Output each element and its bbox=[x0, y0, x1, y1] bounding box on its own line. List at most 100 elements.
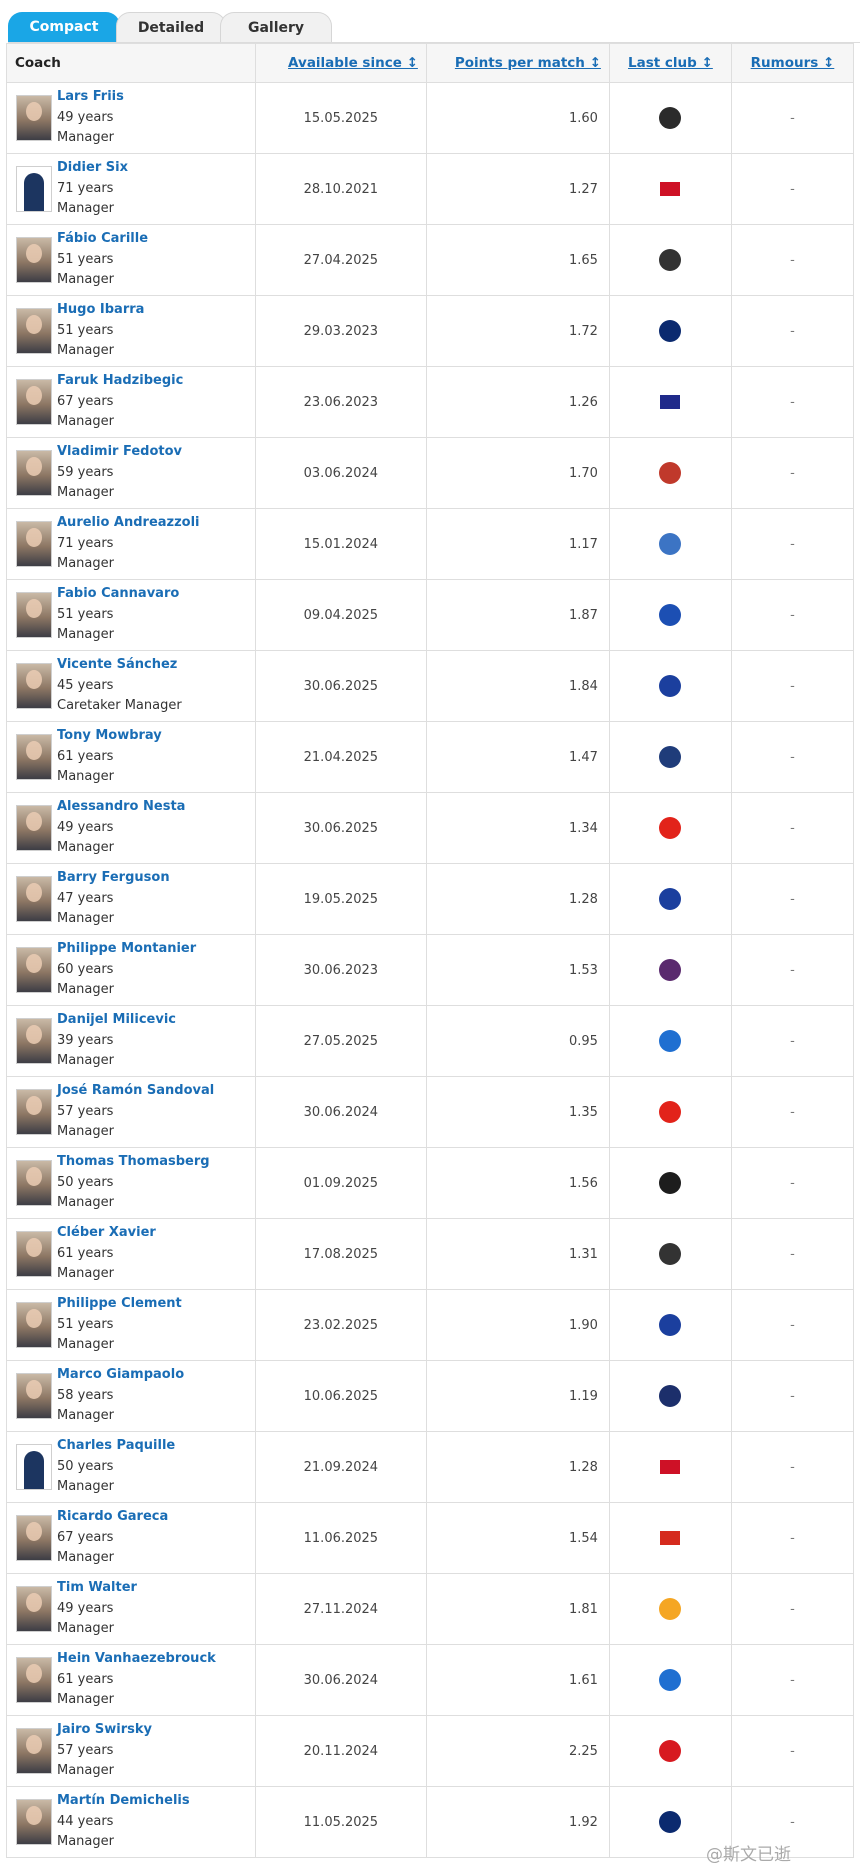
coach-name-link[interactable]: Aurelio Andreazzoli bbox=[57, 515, 200, 531]
avatar[interactable] bbox=[16, 1515, 52, 1561]
avatar[interactable] bbox=[16, 237, 52, 283]
tab-compact[interactable]: Compact bbox=[8, 12, 120, 42]
coach-name-link[interactable]: Danijel Milicevic bbox=[57, 1012, 176, 1028]
santos-crest-icon[interactable] bbox=[659, 1243, 682, 1265]
avatar[interactable] bbox=[16, 1444, 52, 1490]
avatar[interactable] bbox=[16, 95, 52, 141]
avatar[interactable] bbox=[16, 1728, 52, 1774]
coach-name-link[interactable]: Charles Paquille bbox=[57, 1438, 176, 1454]
coach-name-link[interactable]: Hein Vanhaezebrouck bbox=[57, 1651, 216, 1667]
avatar[interactable] bbox=[16, 1302, 52, 1348]
avatar[interactable] bbox=[16, 1018, 52, 1064]
coach-name-link[interactable]: Thomas Thomasberg bbox=[57, 1154, 210, 1170]
guinea-flag-icon[interactable] bbox=[660, 1460, 681, 1474]
tab-detailed[interactable]: Detailed bbox=[116, 12, 226, 42]
coach-name-link[interactable]: Marco Giampaolo bbox=[57, 1367, 185, 1383]
column-header-available-since[interactable]: Available since ↕ bbox=[254, 43, 427, 83]
coach-cell: Ricardo Gareca 67 years Manager bbox=[6, 1502, 256, 1574]
coach-name-link[interactable]: Vladimir Fedotov bbox=[57, 444, 183, 460]
table-row: Tim Walter 49 years Manager 27.11.2024 1.81 - bbox=[6, 1573, 855, 1645]
available-since-cell: 15.05.2025 bbox=[254, 82, 427, 154]
rumours-cell: - bbox=[730, 650, 855, 722]
internacional-crest-icon[interactable] bbox=[659, 1740, 682, 1762]
avatar[interactable] bbox=[16, 805, 52, 851]
monza-crest-icon[interactable] bbox=[659, 817, 682, 839]
avatar[interactable] bbox=[16, 663, 52, 709]
coach-role: Manager bbox=[57, 343, 114, 359]
empoli-crest-icon[interactable] bbox=[659, 533, 682, 555]
guinea-flag-icon[interactable] bbox=[660, 182, 681, 196]
avatar[interactable] bbox=[16, 1586, 52, 1632]
column-header-points-per-match[interactable]: Points per match ↕ bbox=[425, 43, 610, 83]
avatar[interactable] bbox=[16, 450, 52, 496]
toulouse-crest-icon[interactable] bbox=[659, 959, 682, 981]
avatar[interactable] bbox=[16, 1160, 52, 1206]
view-tabs: Compact Detailed Gallery bbox=[8, 12, 860, 43]
hull-crest-icon[interactable] bbox=[659, 1598, 682, 1620]
avatar[interactable] bbox=[16, 1799, 52, 1845]
midtjylland-crest-icon[interactable] bbox=[659, 1172, 682, 1194]
coach-name-link[interactable]: Philippe Montanier bbox=[57, 941, 197, 957]
table-row: Faruk Hadzibegic 67 years Manager 23.06.202… bbox=[6, 366, 855, 438]
coach-role: Manager bbox=[57, 485, 114, 501]
avatar[interactable] bbox=[16, 592, 52, 638]
coach-name-link[interactable]: Ricardo Gareca bbox=[57, 1509, 169, 1525]
points-per-match-cell: 1.27 bbox=[425, 153, 610, 225]
avatar[interactable] bbox=[16, 1373, 52, 1419]
cruz-azul-crest-icon[interactable] bbox=[659, 675, 682, 697]
table-row: Vladimir Fedotov 59 years Manager 03.06.202… bbox=[6, 437, 855, 509]
coach-name-link[interactable]: Martín Demichelis bbox=[57, 1793, 190, 1809]
sparta-crest-icon[interactable] bbox=[659, 107, 682, 129]
boca-crest-icon[interactable] bbox=[659, 320, 682, 342]
coach-name-link[interactable]: Alessandro Nesta bbox=[57, 799, 186, 815]
lecce-crest-icon[interactable] bbox=[659, 1385, 682, 1407]
coach-name-link[interactable]: Philippe Clement bbox=[57, 1296, 182, 1312]
coach-name-link[interactable]: José Ramón Sandoval bbox=[57, 1083, 215, 1099]
coach-name-link[interactable]: Didier Six bbox=[57, 160, 128, 176]
coach-name-link[interactable]: Fábio Carille bbox=[57, 231, 149, 247]
available-since-cell: 30.06.2025 bbox=[254, 650, 427, 722]
coach-name-link[interactable]: Fabio Cannavaro bbox=[57, 586, 180, 602]
monterrey-crest-icon[interactable] bbox=[659, 1811, 682, 1833]
west-brom-crest-icon[interactable] bbox=[659, 746, 682, 768]
column-header-rumours[interactable]: Rumours ↕ bbox=[730, 43, 855, 83]
avatar[interactable] bbox=[16, 876, 52, 922]
cska-crest-icon[interactable] bbox=[659, 462, 682, 484]
coach-name-link[interactable]: Lars Friis bbox=[57, 89, 124, 105]
available-since-cell: 11.06.2025 bbox=[254, 1502, 427, 1574]
coach-role: Manager bbox=[57, 982, 114, 998]
gent-crest-icon[interactable] bbox=[659, 1669, 682, 1691]
tab-gallery[interactable]: Gallery bbox=[220, 12, 332, 42]
column-header-last-club[interactable]: Last club ↕ bbox=[608, 43, 732, 83]
avatar[interactable] bbox=[16, 166, 52, 212]
avatar[interactable] bbox=[16, 521, 52, 567]
coach-cell: Hein Vanhaezebrouck 61 years Manager bbox=[6, 1644, 256, 1716]
coach-age: 47 years bbox=[57, 890, 114, 906]
coach-name-link[interactable]: Tim Walter bbox=[57, 1580, 137, 1596]
dinamo-zagreb-crest-icon[interactable] bbox=[659, 604, 682, 626]
coach-age: 44 years bbox=[57, 1813, 114, 1829]
coach-name-link[interactable]: Jairo Swirsky bbox=[57, 1722, 153, 1738]
coach-name-link[interactable]: Hugo Ibarra bbox=[57, 302, 145, 318]
available-since-cell: 20.11.2024 bbox=[254, 1715, 427, 1787]
avatar[interactable] bbox=[16, 947, 52, 993]
avatar[interactable] bbox=[16, 1231, 52, 1277]
rangers-crest-icon[interactable] bbox=[659, 1314, 682, 1336]
rangers-crest-icon[interactable] bbox=[659, 888, 682, 910]
coach-name-link[interactable]: Tony Mowbray bbox=[57, 728, 162, 744]
coach-name-link[interactable]: Cléber Xavier bbox=[57, 1225, 156, 1241]
avatar[interactable] bbox=[16, 1657, 52, 1703]
avatar[interactable] bbox=[16, 308, 52, 354]
gent-crest-icon[interactable] bbox=[659, 1030, 682, 1052]
avatar[interactable] bbox=[16, 734, 52, 780]
granada-crest-icon[interactable] bbox=[659, 1101, 682, 1123]
coach-name-link[interactable]: Vicente Sánchez bbox=[57, 657, 178, 673]
coach-name-link[interactable]: Barry Ferguson bbox=[57, 870, 170, 886]
vasco-crest-icon[interactable] bbox=[659, 249, 682, 271]
avatar[interactable] bbox=[16, 1089, 52, 1135]
chile-flag-icon[interactable] bbox=[660, 1531, 681, 1545]
coach-name-link[interactable]: Faruk Hadzibegic bbox=[57, 373, 184, 389]
avatar[interactable] bbox=[16, 379, 52, 425]
last-club-cell bbox=[608, 508, 732, 580]
bosnia-flag-icon[interactable] bbox=[660, 395, 681, 409]
